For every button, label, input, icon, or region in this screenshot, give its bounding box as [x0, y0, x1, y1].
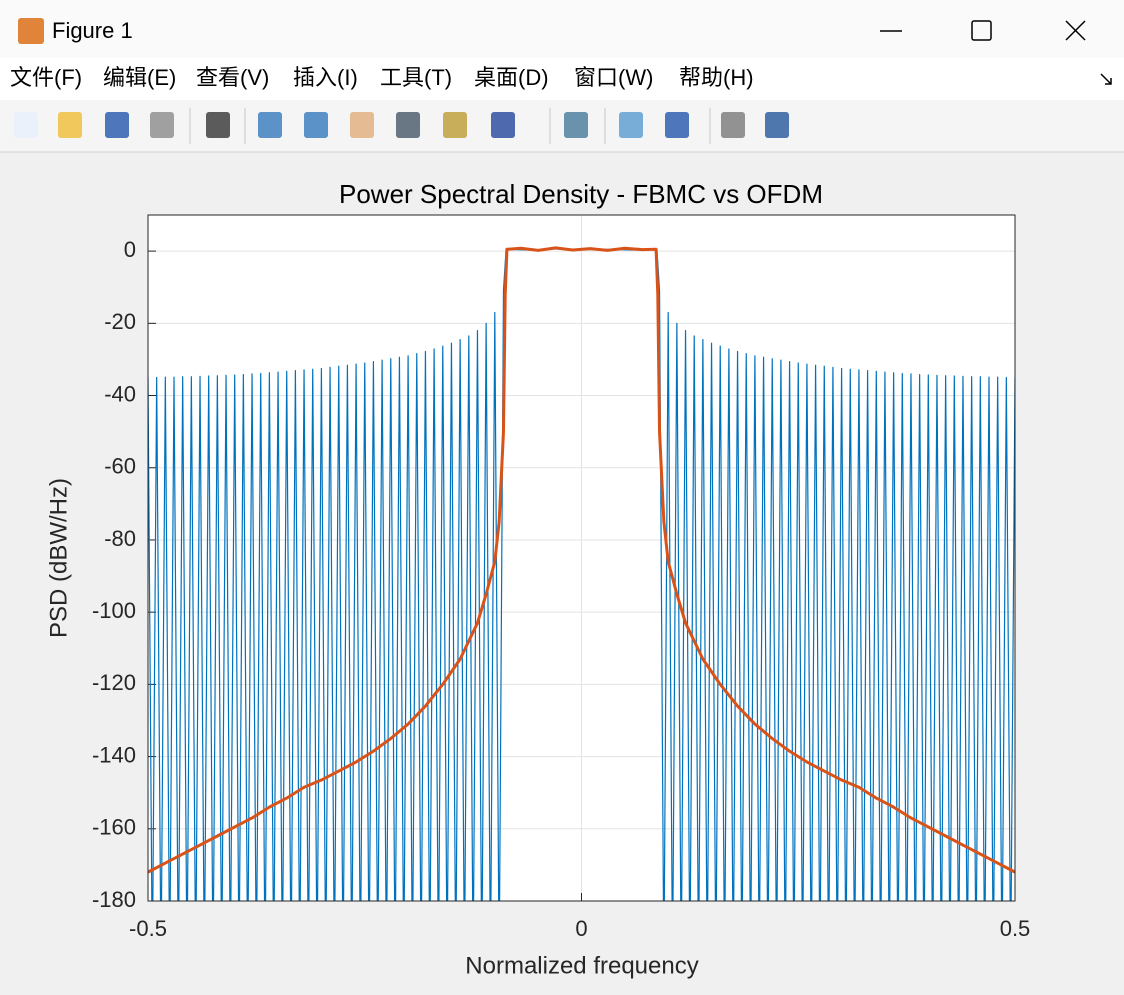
close-button[interactable] — [1065, 20, 1086, 41]
y-tick-label: 0 — [124, 237, 136, 262]
tool-button[interactable] — [258, 112, 282, 138]
menu-arrow[interactable] — [1100, 73, 1112, 85]
window-title: Figure 1 — [52, 18, 133, 43]
y-tick-label: -180 — [92, 887, 136, 912]
tool-button[interactable] — [105, 112, 129, 138]
x-tick-label: 0.5 — [1000, 916, 1031, 941]
plot-lines — [148, 246, 1015, 901]
menu-item[interactable]: 工具(T) — [380, 65, 452, 90]
tool-button[interactable] — [765, 112, 789, 138]
y-tick-label: -60 — [104, 454, 136, 479]
y-axis-label: PSD (dBW/Hz) — [45, 478, 72, 638]
series-line — [148, 246, 1015, 874]
y-tick-label: -80 — [104, 526, 136, 551]
tool-button[interactable] — [58, 112, 82, 138]
menu-item[interactable]: 桌面(D) — [474, 65, 549, 90]
title-bar — [0, 0, 1124, 58]
y-tick-label: -40 — [104, 381, 136, 406]
tool-button[interactable] — [619, 112, 643, 138]
tool-button[interactable] — [491, 112, 515, 138]
maximize-button[interactable] — [971, 20, 992, 41]
x-tick-label: 0 — [575, 916, 587, 941]
tool-button[interactable] — [350, 112, 374, 138]
tool-button[interactable] — [721, 112, 745, 138]
tool-button[interactable] — [14, 112, 38, 138]
menu-item[interactable]: 插入(I) — [293, 65, 358, 90]
menu-item[interactable]: 文件(F) — [10, 65, 82, 90]
menu-item[interactable]: 帮助(H) — [679, 65, 754, 90]
menu-bar — [0, 58, 1124, 100]
tool-button[interactable] — [206, 112, 230, 138]
tool-button[interactable] — [443, 112, 467, 138]
tool-button[interactable] — [396, 112, 420, 138]
menu-item[interactable]: 编辑(E) — [103, 65, 176, 90]
y-tick-label: -20 — [104, 309, 136, 334]
axes-box — [147, 214, 1016, 902]
menu: 文件(F) 编辑(E) 查看(V) 插入(I) 工具(T) 桌面(D) 窗口(W) 帮助(H) — [10, 65, 754, 90]
toolbar-icons — [14, 108, 789, 144]
y-tick-label: -140 — [92, 742, 136, 767]
chart-title: Power Spectral Density - FBMC vs OFDM — [339, 179, 823, 209]
x-tick-label: -0.5 — [129, 916, 167, 941]
menu-item[interactable]: 窗口(W) — [574, 65, 653, 90]
x-axis-label: Normalized frequency — [465, 952, 698, 979]
menu-item[interactable]: 查看(V) — [196, 65, 269, 90]
tool-button[interactable] — [665, 112, 689, 138]
y-tick-label: -120 — [92, 670, 136, 695]
y-tick-label: -160 — [92, 815, 136, 840]
tool-button[interactable] — [564, 112, 588, 138]
tool-button[interactable] — [150, 112, 174, 138]
tool-button[interactable] — [304, 112, 328, 138]
app-icon — [18, 18, 44, 44]
toolbar — [0, 100, 1124, 152]
y-tick-label: -100 — [92, 598, 136, 623]
